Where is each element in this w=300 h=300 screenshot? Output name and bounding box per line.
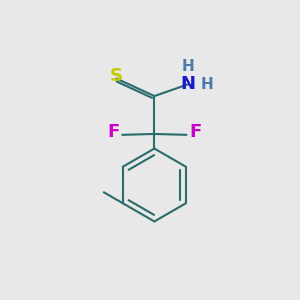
Text: S: S bbox=[110, 67, 123, 85]
Text: F: F bbox=[107, 124, 120, 142]
Text: H: H bbox=[200, 77, 213, 92]
Text: H: H bbox=[182, 59, 194, 74]
Text: N: N bbox=[180, 75, 195, 93]
Text: F: F bbox=[189, 124, 201, 142]
